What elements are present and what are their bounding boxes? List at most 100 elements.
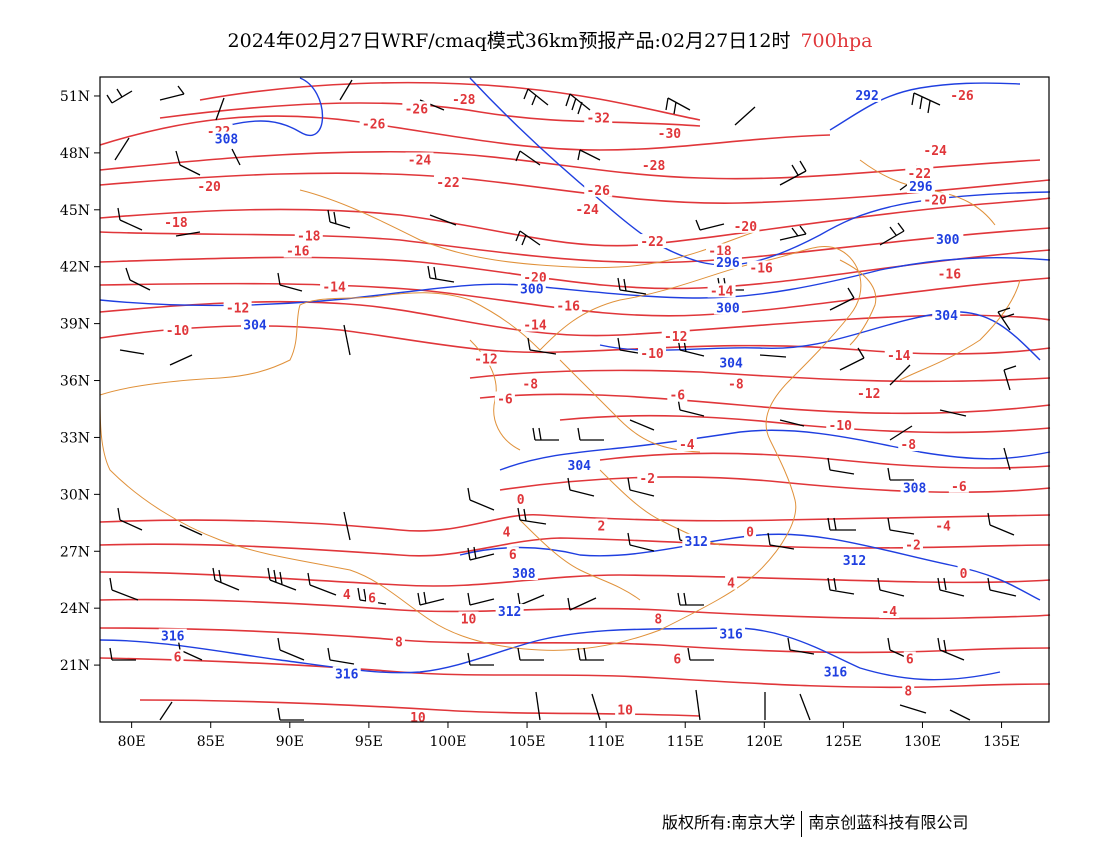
wind-barb <box>179 524 203 536</box>
temperature-label-bg <box>294 228 323 243</box>
temperature-label: -16 <box>556 300 580 315</box>
wind-barb <box>175 150 201 176</box>
temperature-contour <box>599 452 1051 469</box>
geopotential-label: 312 <box>685 535 708 550</box>
wind-barb <box>734 106 756 126</box>
wind-barb <box>535 691 541 721</box>
wind-barb <box>879 222 905 246</box>
lon-tick-label: 135E <box>983 734 1020 750</box>
wind-barb <box>231 148 241 166</box>
wind-barb <box>117 507 143 531</box>
temperature-label: 6 <box>174 651 182 666</box>
temperature-label: -22 <box>436 176 459 191</box>
geopotential-label: 312 <box>843 554 866 569</box>
lon-tick-label: 90E <box>276 734 304 750</box>
temperature-label-bg <box>320 279 349 294</box>
footer: 版权所有:南京大学 南京创蓝科技有限公司 <box>662 809 968 837</box>
temperature-label-bg <box>514 492 527 507</box>
wind-barb <box>627 477 655 497</box>
wind-barb <box>277 272 303 292</box>
temperature-label-bg <box>615 702 636 717</box>
wind-barb <box>429 214 457 226</box>
wind-barb <box>987 512 1015 536</box>
temperature-labels: -26-32-30-28-26-22-28-26-24-22-20-26-24-… <box>161 87 977 726</box>
temperature-label: -30 <box>658 127 682 142</box>
geopotential-label: 292 <box>855 89 878 104</box>
temperature-label: -4 <box>679 438 695 453</box>
wind-barb <box>212 567 240 591</box>
wind-barb <box>779 160 807 186</box>
temperature-label-bg <box>879 603 900 618</box>
geopotential-label: 304 <box>719 356 743 371</box>
temperature-label-bg <box>667 387 688 402</box>
temperature-label-bg <box>725 575 738 590</box>
temperature-label-bg <box>471 351 500 366</box>
wind-barb <box>109 647 136 661</box>
temperature-contour <box>479 393 1051 415</box>
temperature-label-bg <box>584 182 613 197</box>
temperature-label-bg <box>744 524 757 539</box>
wind-barb <box>695 689 701 721</box>
wind-barb <box>829 287 855 311</box>
geopotential-label-bg <box>517 281 546 296</box>
temperature-label-bg <box>706 243 735 258</box>
temperature-label-bg <box>902 683 915 698</box>
wind-barb <box>109 577 139 601</box>
geopotential-label: 308 <box>903 482 927 497</box>
temperature-label-bg <box>725 376 746 391</box>
wind-barb <box>159 701 173 721</box>
wind-barb <box>307 572 337 596</box>
geopotential-label-bg <box>932 308 961 323</box>
temperature-label-bg <box>402 101 431 116</box>
temperature-label-bg <box>921 192 950 207</box>
wind-barb <box>677 592 704 606</box>
lat-tick-label: 21N <box>60 658 90 674</box>
lat-tick-label: 39N <box>60 317 90 333</box>
geopotential-label-bg <box>821 664 850 679</box>
temperature-label-bg <box>595 518 608 533</box>
temperature-label: -26 <box>362 117 386 132</box>
geopotential-label: 300 <box>716 301 740 316</box>
wind-barbs <box>106 79 1017 721</box>
wind-barb <box>125 267 151 291</box>
wind-barb <box>119 349 145 355</box>
temperature-contour <box>99 627 1051 654</box>
wind-barb <box>779 419 805 427</box>
wind-barb <box>695 219 725 231</box>
map-frame <box>99 76 1050 723</box>
wind-barb <box>327 209 351 229</box>
temperature-label: 4 <box>727 577 735 592</box>
temperature-label-bg <box>661 328 690 343</box>
temperature-label: 8 <box>395 635 403 650</box>
lat-tick-label: 30N <box>60 487 90 503</box>
temperature-label: -24 <box>923 144 947 159</box>
temperature-label: -24 <box>408 153 432 168</box>
geopotential-contour <box>99 256 1051 307</box>
temperature-label-bg <box>905 165 934 180</box>
geopotential-label: 300 <box>936 233 960 248</box>
wind-barb <box>343 324 351 356</box>
temperature-label: 6 <box>673 652 681 667</box>
temperature-label: 8 <box>904 685 912 700</box>
title-level: 700hpa <box>800 30 873 52</box>
temperature-label-bg <box>957 566 970 581</box>
geopotential-contour <box>599 311 1041 361</box>
temperature-label: 0 <box>517 493 525 508</box>
temperature-label-bg <box>407 710 428 725</box>
mongolia-border <box>299 189 761 269</box>
wind-barb <box>515 230 541 246</box>
wind-barb <box>117 207 143 231</box>
wind-barb <box>114 137 130 161</box>
geopotential-label-bg <box>713 254 742 269</box>
latitude-axis: 21N 24N 27N 30N 33N 36N 39N 42N 45N 48N 51N <box>60 89 100 674</box>
temperature-label-bg <box>163 323 192 338</box>
temperature-label-bg <box>392 634 405 649</box>
geopotential-label-bg <box>840 552 869 567</box>
temperature-label-bg <box>826 418 855 433</box>
wind-barb <box>877 577 905 597</box>
wind-barb <box>889 425 913 441</box>
longitude-axis: 80E 85E 90E 95E 100E 105E 110E 115E 120E 125E 130E… <box>118 722 1020 750</box>
geopotential-label-bg <box>212 131 241 146</box>
geopotential-label-bg <box>900 480 929 495</box>
temperature-label: -6 <box>951 480 967 495</box>
